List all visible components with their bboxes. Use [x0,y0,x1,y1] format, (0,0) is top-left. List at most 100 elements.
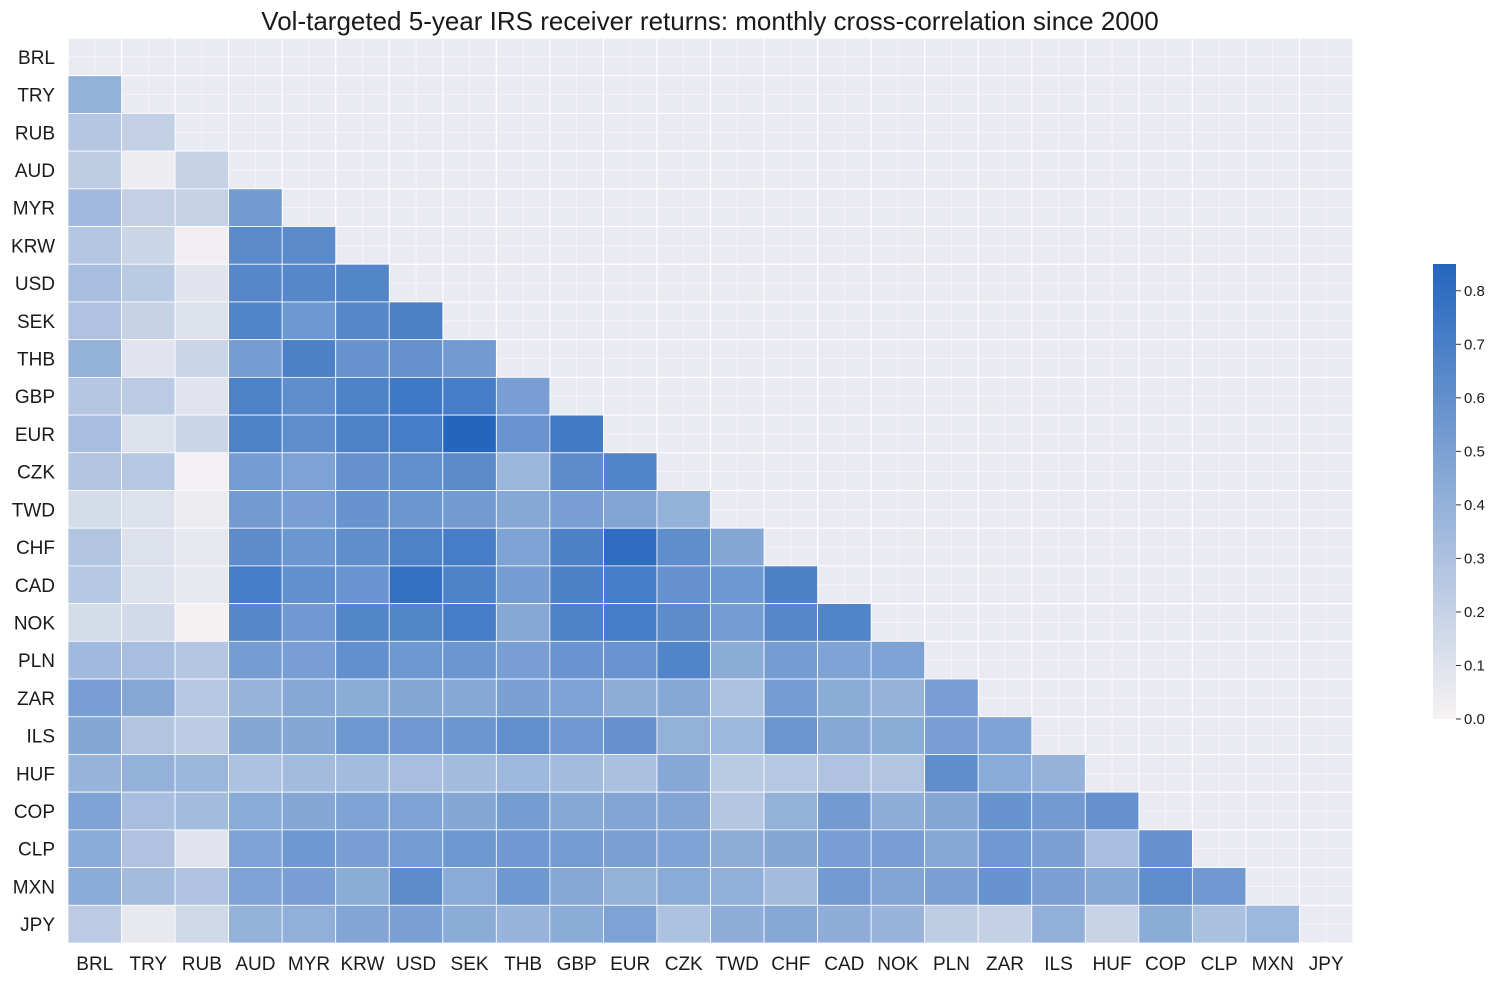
heatmap-cell-COP-MYR [281,791,337,831]
heatmap-cell-PLN-KRW [335,640,390,680]
heatmap-cell-CLP-TRY [121,829,176,868]
heatmap-cell-CLP-PLN [924,829,979,868]
heatmap-cell-TWD-TRY [121,490,176,529]
heatmap-cell-EUR-KRW [335,414,390,454]
heatmap-cell-MXN-USD [388,867,444,906]
heatmap-cell-USD-MYR [281,263,337,303]
heatmap-cell-KRW-MYR [281,226,337,265]
heatmap-cell-TWD-SEK [442,490,497,529]
heatmap-cell-GBP-AUD [228,376,283,416]
heatmap-cell-TWD-BRL [67,490,122,529]
heatmap-cell-COP-ZAR [977,791,1033,831]
heatmap-cell-EUR-TRY [121,414,176,454]
heatmap-cell-THB-AUD [228,339,283,378]
x-axis-labels: BRL TRY RUB AUD MYR KRW USD SEK THB GBP EUR CZK TWD C… [76,954,1344,975]
heatmap-cell-ILS-CHF [763,716,818,755]
heatmap-cell-TWD-RUB [174,490,230,529]
heatmap-cell-ZAR-GBP [549,678,604,718]
y-tick-label-MXN: MXN [13,877,55,898]
heatmap-cell-ZAR-NOK [870,678,926,718]
heatmap-cell-JPY-MXN [1245,904,1300,944]
heatmap-cell-HUF-GBP [549,754,604,793]
heatmap-cell-SEK-RUB [174,301,230,341]
y-tick-label-BRL: BRL [18,48,55,69]
heatmap-cell-JPY-CAD [817,904,872,944]
heatmap-cell-CLP-BRL [67,829,122,868]
y-tick-label-MYR: MYR [13,199,55,220]
y-tick-label-CZK: CZK [17,463,55,484]
heatmap-cell-USD-RUB [174,263,230,303]
heatmap-cell-HUF-CHF [763,754,818,793]
x-tick-label-GBP: GBP [557,954,597,975]
heatmap-cell-ZAR-PLN [924,678,979,718]
heatmap-cell-CHF-RUB [174,527,230,567]
heatmap-cell-ILS-KRW [335,716,390,755]
heatmap-cell-CHF-TWD [710,527,765,567]
heatmap-cell-PLN-GBP [549,640,604,680]
heatmap-cell-AUD-TRY [121,150,176,190]
heatmap-cell-MYR-RUB [174,188,230,227]
heatmap-cell-RUB-BRL [67,113,122,152]
heatmap-cell-PLN-AUD [228,640,283,680]
heatmap-cell-CLP-COP [1138,829,1193,868]
heatmap-cell-GBP-THB [495,376,551,416]
heatmap-cell-CHF-BRL [67,527,122,567]
x-tick-label-NOK: NOK [877,954,919,975]
y-tick-label-RUB: RUB [15,123,55,144]
heatmap-cell-NOK-USD [388,603,444,642]
heatmap-cell-ZAR-EUR [603,678,658,718]
heatmap-cell-KRW-TRY [121,226,176,265]
heatmap-cell-MXN-HUF [1084,867,1140,906]
heatmap-cell-MYR-TRY [121,188,176,227]
heatmap-cell-CAD-TWD [710,565,765,605]
heatmap-cell-THB-USD [388,339,444,378]
y-tick-label-CHF: CHF [16,538,55,559]
heatmap-cell-GBP-USD [388,376,444,416]
heatmap-cell-MYR-BRL [67,188,122,227]
heatmap-cell-SEK-AUD [228,301,283,341]
heatmap-cell-PLN-THB [495,640,551,680]
heatmap-cell-CAD-AUD [228,565,283,605]
heatmap-cell-CAD-THB [495,565,551,605]
heatmap-cell-ZAR-RUB [174,678,230,718]
heatmap-cell-HUF-CZK [656,754,711,793]
heatmap-cell-HUF-ZAR [977,754,1033,793]
heatmap-cell-CHF-EUR [603,527,658,567]
heatmap-cell-JPY-GBP [549,904,604,944]
heatmap-cell-NOK-THB [495,603,551,642]
y-tick-label-CAD: CAD [15,576,55,597]
heatmap-cell-PLN-TWD [710,640,765,680]
heatmap-cell-USD-BRL [67,263,122,303]
heatmap-cell-MXN-AUD [228,867,283,906]
heatmap-cell-CZK-USD [388,452,444,491]
heatmap-cell-CZK-MYR [281,452,337,491]
heatmap-cell-USD-TRY [121,263,176,303]
heatmap-cell-COP-PLN [924,791,979,831]
heatmap-cell-HUF-TWD [710,754,765,793]
heatmap-cell-MXN-SEK [442,867,497,906]
y-tick-label-NOK: NOK [14,613,56,634]
x-tick-label-MYR: MYR [288,954,330,975]
heatmap-cell-CLP-USD [388,829,444,868]
x-tick-label-JPY: JPY [1309,954,1344,975]
heatmap-cell-NOK-TWD [710,603,765,642]
heatmap-cell-CZK-BRL [67,452,122,491]
heatmap-cell-USD-AUD [228,263,283,303]
heatmap-cell-TWD-EUR [603,490,658,529]
heatmap-cell-JPY-ILS [1031,904,1086,944]
heatmap-cell-CLP-THB [495,829,551,868]
x-tick-label-CLP: CLP [1201,954,1238,975]
heatmap-cell-ZAR-MYR [281,678,337,718]
x-tick-label-USD: USD [396,954,436,975]
heatmap-cell-RUB-TRY [121,113,176,152]
y-tick-label-PLN: PLN [18,651,55,672]
heatmap-cell-PLN-TRY [121,640,176,680]
heatmap-cell-HUF-RUB [174,754,230,793]
heatmap-cell-PLN-RUB [174,640,230,680]
heatmap-cell-COP-AUD [228,791,283,831]
heatmap-cell-ILS-ZAR [977,716,1033,755]
heatmap-cell-CZK-AUD [228,452,283,491]
heatmap-cell-SEK-KRW [335,301,390,341]
x-tick-label-HUF: HUF [1093,954,1132,975]
heatmap-cell-KRW-AUD [228,226,283,265]
